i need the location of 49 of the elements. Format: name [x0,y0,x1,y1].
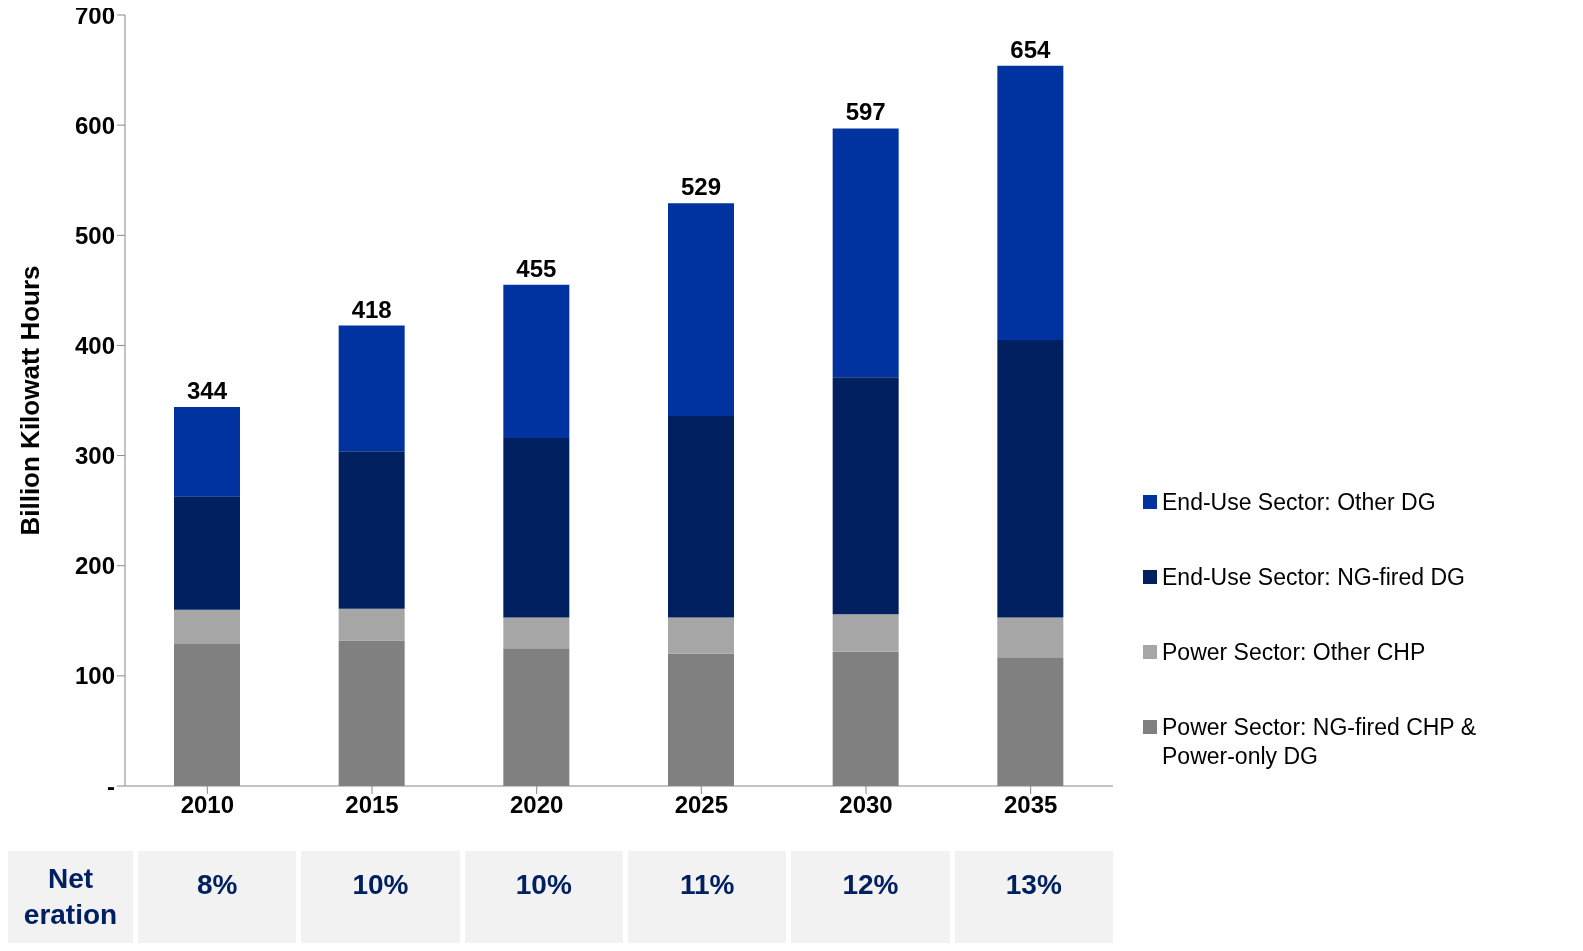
text: 8% [138,851,297,943]
text: 11% [628,851,787,943]
text: Net eration [23,862,118,932]
bar [338,451,405,609]
x-tick-label: 2015 [345,791,399,819]
total-label: 344 [186,377,228,405]
y-tick-label: 300 [74,442,115,470]
bar [832,128,899,378]
x-tick-label: 2010 [180,791,235,819]
bar [338,608,405,641]
text: 10% [464,851,623,943]
bar [668,617,734,654]
y-axis-title: Billion Kilowatt Hours [15,265,46,536]
y-tick-label: - [107,772,115,800]
bar [997,65,1064,340]
bar [174,407,240,497]
bar [174,609,240,644]
text: 10% [301,851,460,943]
x-tick-label: 2020 [509,791,564,819]
bar [668,415,734,618]
text: 13% [954,851,1113,943]
legend-label: End-Use Sector: Other DG [1162,488,1437,517]
x-tick-label: 2025 [674,791,729,819]
x-tick-label: 2030 [839,791,893,819]
bar [503,437,570,618]
y-tick-label: 100 [74,662,115,690]
bar [832,614,899,652]
bar [997,617,1064,658]
total-label: 418 [351,295,392,323]
legend-label: End-Use Sector: NG-fired DG [1162,563,1466,592]
legend-label: Power Sector: Other CHP [1162,638,1427,667]
bar [503,617,570,649]
text: 12% [791,851,950,943]
total-label: 529 [680,173,722,201]
bar [338,325,405,452]
y-tick-label: 200 [74,552,115,580]
total-label: 654 [1010,35,1052,63]
bar [832,377,899,615]
bar [174,496,240,610]
y-tick-label: 500 [74,221,115,249]
x-tick-label: 2035 [1003,791,1058,819]
bar [503,284,570,438]
bar [668,203,734,416]
total-label: 455 [516,254,557,282]
y-tick-label: 600 [74,111,115,139]
legend-label: Power Sector: NG-fired CHP & Power-only DG [1162,713,1477,771]
bar [997,339,1064,618]
y-tick-label: 400 [74,331,115,359]
total-label: 597 [845,98,886,126]
